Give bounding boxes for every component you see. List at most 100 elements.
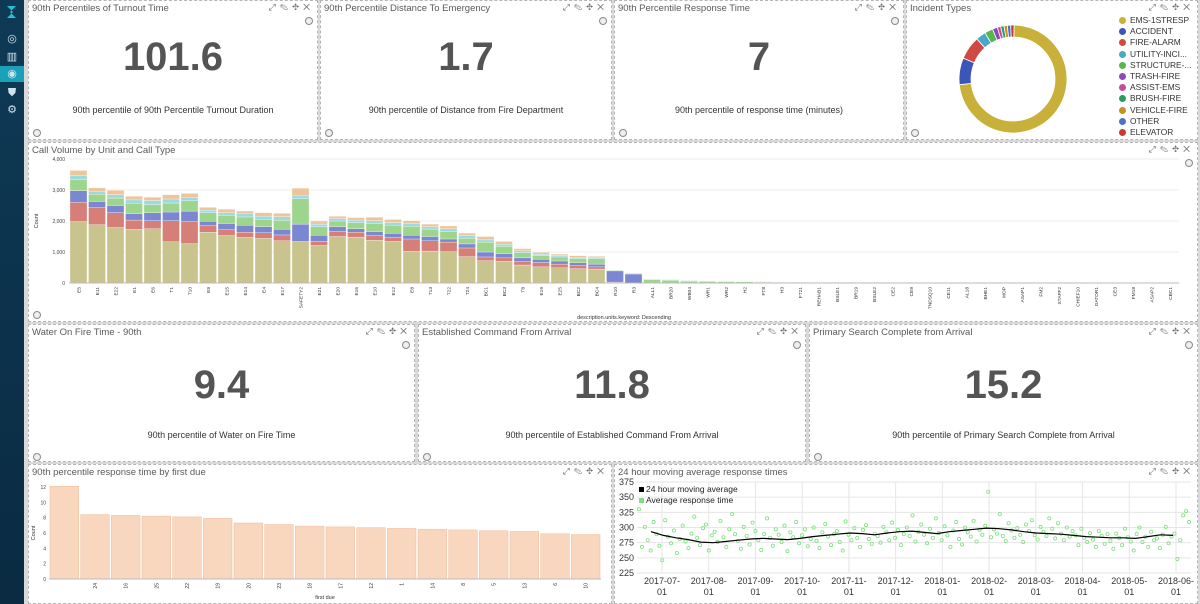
x-tick-label: BSLE1 <box>835 287 841 302</box>
data-point <box>986 489 991 494</box>
panel-menu-icon[interactable] <box>891 17 899 25</box>
panel-menu-icon[interactable] <box>1185 341 1193 349</box>
x-tick-label: 01 <box>1078 587 1088 597</box>
panel-controls[interactable]: ⤢✎✥✕ <box>562 2 608 12</box>
panel-menu-icon[interactable] <box>793 341 801 349</box>
panel-title: 90th Percentiles of Turnout Time <box>32 3 169 14</box>
discover-icon[interactable]: ◎ <box>7 33 17 45</box>
y-axis-label: Count <box>34 213 40 228</box>
devtools-icon[interactable]: ⛊ <box>7 87 17 99</box>
legend-dot-icon <box>1119 39 1126 47</box>
x-tick-label: E16 <box>354 287 360 296</box>
panel-controls[interactable]: ⤢✎✥✕ <box>268 2 314 12</box>
bar-segment <box>476 251 495 258</box>
legend-item[interactable]: STRUCTURE-... <box>1119 60 1191 71</box>
bar-segment <box>365 235 384 241</box>
data-point <box>863 523 868 528</box>
data-point <box>922 532 927 537</box>
panel-controls[interactable]: ⤢✎✥✕ <box>1148 144 1194 154</box>
legend-toggle-icon[interactable] <box>619 129 627 137</box>
legend-toggle-icon[interactable] <box>33 311 41 319</box>
x-tick-label: 25 <box>154 583 160 589</box>
panel-controls[interactable]: ⤢✎✥✕ <box>1148 466 1194 476</box>
panel-controls[interactable]: ⤢✎✥✕ <box>756 326 802 336</box>
bar-segment <box>143 220 162 229</box>
metric-label: 90th percentile of Water on Fire Time <box>147 430 296 440</box>
y-tick-label: 300 <box>619 523 634 533</box>
data-point <box>945 533 950 538</box>
data-point <box>1131 548 1136 553</box>
legend-item[interactable]: EMS-1STRESP <box>1119 15 1191 26</box>
legend-item[interactable]: ACCIDENT <box>1119 26 1191 37</box>
legend-item[interactable]: FIRE-ALARM <box>1119 37 1191 48</box>
dashboard-icon[interactable]: ◉ <box>0 66 24 82</box>
legend-toggle-icon[interactable] <box>33 453 41 461</box>
data-point <box>1093 544 1098 549</box>
data-point <box>1178 538 1183 543</box>
panel-first-due: 90th percentile response time by first d… <box>28 464 612 604</box>
x-tick-label: CE3 <box>1112 287 1118 297</box>
bar-segment <box>347 222 365 229</box>
legend-toggle-icon[interactable] <box>911 129 919 137</box>
panel-title: Primary Search Complete from Arrival <box>813 327 973 338</box>
panel-menu-icon[interactable] <box>1185 159 1193 167</box>
visualize-icon[interactable]: ▥ <box>6 51 18 63</box>
bar-segment <box>162 198 180 204</box>
data-point <box>674 550 679 555</box>
metric-value: 1.7 <box>438 35 494 79</box>
panel-menu-icon[interactable] <box>402 341 410 349</box>
bar-segment <box>439 228 458 232</box>
panel-controls[interactable]: ⤢✎✥✕ <box>1148 2 1194 12</box>
x-tick-label: 2017-12- <box>878 576 914 586</box>
data-point <box>1137 525 1142 530</box>
panel-menu-icon[interactable] <box>305 17 313 25</box>
x-tick-label: 01 <box>1171 587 1181 597</box>
panel-controls[interactable]: ⤢✎✥✕ <box>562 466 608 476</box>
data-point <box>1035 537 1040 542</box>
data-point <box>957 537 962 542</box>
legend-toggle-icon[interactable] <box>33 129 41 137</box>
bar-segment <box>310 226 328 236</box>
data-point <box>887 538 892 543</box>
data-point <box>942 524 947 529</box>
legend-item[interactable]: ASSIST-EMS <box>1119 82 1191 93</box>
data-point <box>928 526 933 531</box>
bar-segment <box>88 191 106 195</box>
bar-segment <box>236 232 254 238</box>
data-point <box>1140 540 1145 545</box>
bar-segment <box>532 254 550 256</box>
data-point <box>919 522 924 527</box>
kibana-logo-icon[interactable] <box>4 4 20 20</box>
x-tick-label: E6 <box>150 287 156 293</box>
legend-item[interactable]: TRASH-FIRE <box>1119 71 1191 82</box>
settings-icon[interactable]: ⚙ <box>7 104 17 116</box>
bar-segment <box>88 207 106 225</box>
legend-item[interactable]: BRUSH-FIRE <box>1119 93 1191 104</box>
legend-label: ACCIDENT <box>1130 26 1173 37</box>
legend-item[interactable]: ELEVATOR <box>1119 127 1191 138</box>
panel-controls[interactable]: ⤢✎✥✕ <box>365 326 411 336</box>
legend-toggle-icon[interactable] <box>423 453 431 461</box>
data-point <box>648 548 653 553</box>
panel-controls[interactable]: ⤢✎✥✕ <box>854 2 900 12</box>
legend-item[interactable]: OTHER <box>1119 116 1191 127</box>
panel-title: Water On Fire Time - 90th <box>32 327 142 338</box>
bar-segment <box>273 220 291 230</box>
legend-label: ELEVATOR <box>1130 126 1174 137</box>
legend-toggle-icon[interactable] <box>325 129 333 137</box>
legend-item[interactable]: VEHICLE-FIRE <box>1119 105 1191 116</box>
data-point <box>712 529 717 534</box>
bar <box>203 518 233 580</box>
legend-dot-icon <box>1119 117 1126 125</box>
bar-segment <box>236 225 254 233</box>
panel-controls[interactable]: ⤢✎✥✕ <box>1148 326 1194 336</box>
legend-item[interactable]: UTILITY-INCI... <box>1119 49 1191 60</box>
bar-segment <box>328 231 347 237</box>
legend-toggle-icon[interactable] <box>814 453 822 461</box>
bar-segment <box>254 212 273 217</box>
data-point <box>1076 543 1081 548</box>
x-tick-label: R10 <box>613 287 619 296</box>
panel-water-on-fire: Water On Fire Time - 90th ⤢✎✥✕ 9.4 90th … <box>28 324 415 462</box>
panel-menu-icon[interactable] <box>599 17 607 25</box>
bar-segment <box>180 200 199 212</box>
